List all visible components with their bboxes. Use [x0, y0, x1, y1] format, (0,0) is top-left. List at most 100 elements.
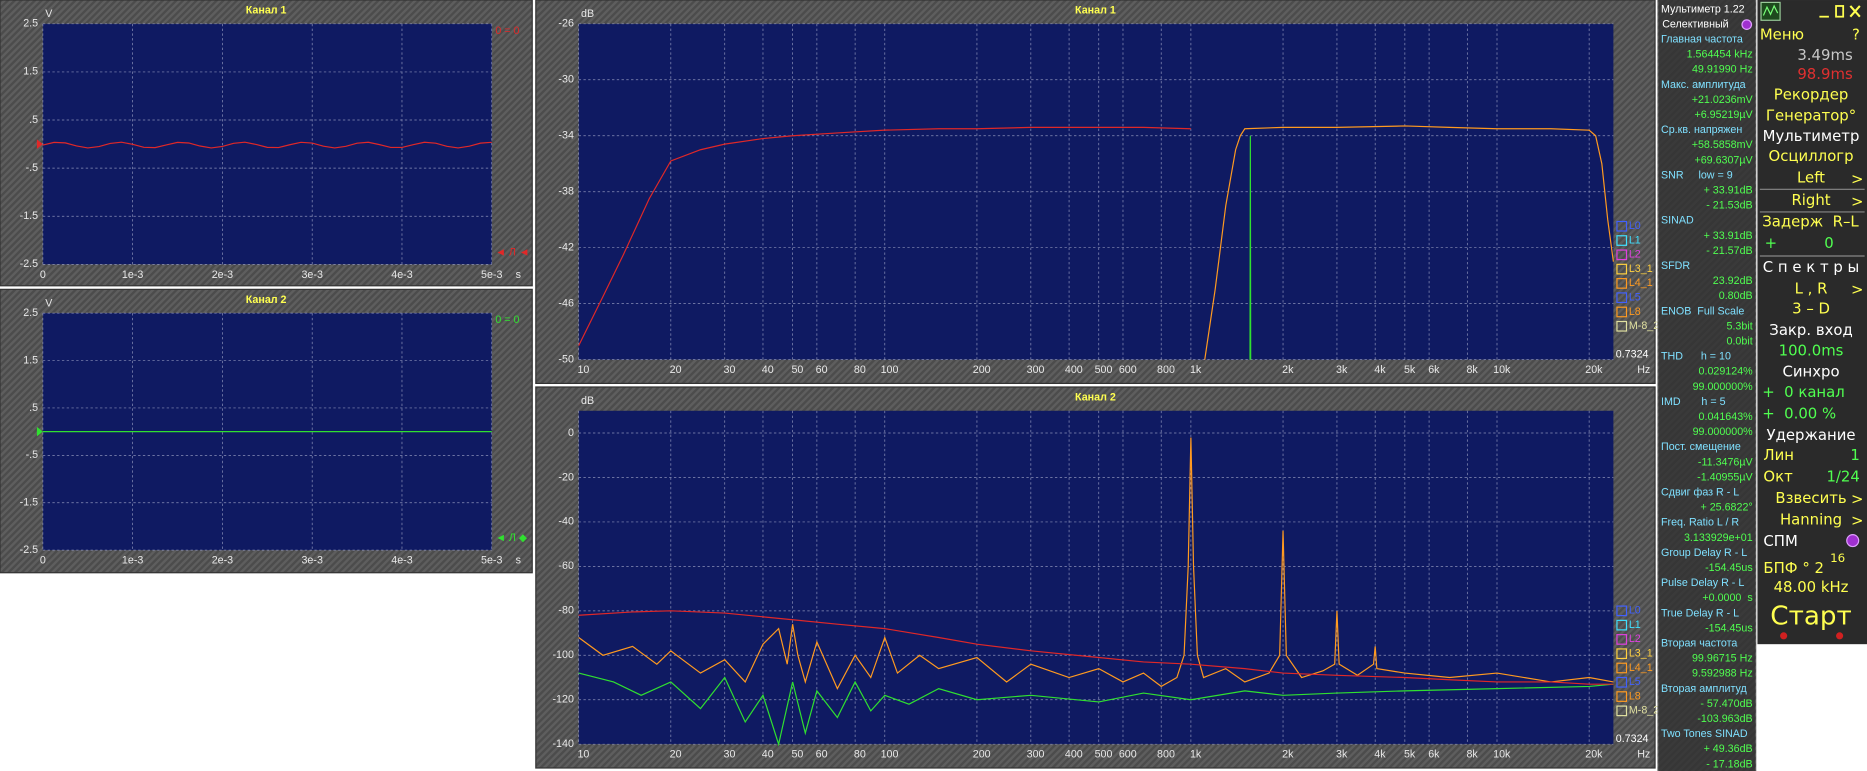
trace: [578, 126, 1191, 346]
menu-item[interactable]: Задерж R–L: [1762, 213, 1859, 231]
y-axis-label: dB: [581, 395, 594, 407]
x-tick-label: 10: [577, 364, 589, 376]
delay-value: 0: [1824, 234, 1833, 252]
menu-item[interactable]: Left: [1797, 169, 1825, 187]
menu-item[interactable]: Удержание: [1767, 426, 1856, 444]
y-tick-label: -.5: [26, 449, 39, 461]
menu-arrow[interactable]: >: [1851, 192, 1863, 210]
measure-value: -11.3476µV: [1698, 456, 1754, 468]
x-tick-label: 30: [724, 364, 736, 376]
sample-rate[interactable]: 48.00 kHz: [1774, 578, 1849, 596]
help-button[interactable]: ?: [1852, 26, 1860, 44]
menu-item[interactable]: Взвесить: [1775, 489, 1846, 507]
measure-value: 1.564454 kHz: [1687, 49, 1753, 61]
x-tick-label: 300: [1027, 749, 1045, 761]
x-tick-label: 500: [1095, 749, 1113, 761]
x-tick-label: 3k: [1336, 749, 1348, 761]
x-tick-label: 60: [816, 749, 828, 761]
x-tick-label: 3k: [1336, 364, 1348, 376]
legend-label: L0: [1629, 220, 1641, 232]
menu-arrow[interactable]: >: [1851, 281, 1863, 299]
y-tick-label: -140: [552, 738, 573, 750]
measure-value: 0.0bit: [1727, 336, 1753, 348]
trace: [42, 141, 492, 149]
measure-label: ENOB Full Scale: [1661, 305, 1744, 317]
menu-item[interactable]: Закр. вход: [1769, 321, 1853, 339]
x-tick-label: 20k: [1585, 749, 1603, 761]
legend-box: [1616, 619, 1628, 631]
trace: [1249, 135, 1252, 360]
trace: [1204, 125, 1614, 360]
x-tick-label: 1k: [1190, 749, 1202, 761]
menu-arrow[interactable]: >: [1851, 490, 1863, 508]
menu-item[interactable]: Мультиметр: [1763, 127, 1860, 145]
x-tick-label: 10k: [1493, 749, 1511, 761]
menu-item[interactable]: СПМ: [1763, 532, 1797, 550]
measure-label: SINAD: [1661, 215, 1694, 227]
y-axis-label: V: [45, 297, 53, 309]
x-tick-label: 30: [724, 749, 736, 761]
menu-item[interactable]: Hanning: [1780, 510, 1842, 528]
y-tick-label: -38: [558, 186, 574, 198]
resolution: 0.7324: [1616, 733, 1649, 745]
plot-area: [578, 23, 1614, 360]
measure-value: - 57.470dB: [1700, 698, 1752, 710]
x-tick-label: 800: [1157, 364, 1175, 376]
y-tick-label: -50: [558, 353, 574, 365]
x-tick-label: 1k: [1190, 364, 1202, 376]
menu-item[interactable]: L , R: [1795, 279, 1828, 297]
menu-panel: Меню ? 3.49ms 98.9ms Рекордер Генератор°…: [1757, 0, 1867, 645]
measure-value: 0.80dB: [1719, 290, 1753, 302]
y-tick-label: 1.5: [23, 66, 38, 78]
panel-title: Канал 1: [1075, 5, 1116, 17]
x-tick-label: 50: [791, 364, 803, 376]
menu-item[interactable]: С п е к т р ы: [1763, 258, 1859, 276]
app-icon[interactable]: [1760, 1, 1781, 21]
menu-item[interactable]: Right: [1791, 191, 1830, 209]
panel-title: Канал 1: [246, 5, 287, 17]
menu-item[interactable]: Генератор°: [1766, 107, 1856, 125]
maximize-button[interactable]: [1835, 5, 1845, 18]
x-tick-label: 200: [973, 364, 991, 376]
x-tick-label: 3e-3: [301, 269, 322, 281]
menu-title[interactable]: Меню: [1760, 26, 1804, 44]
channel-indicator: ◄ Л ◄: [495, 246, 529, 258]
psd-toggle[interactable]: [1846, 534, 1860, 548]
legend-box: [1616, 634, 1628, 645]
legend-box: [1616, 249, 1628, 261]
menu-arrow[interactable]: >: [1851, 512, 1863, 530]
multimeter-panel: Мультиметр 1.22 Селективный Главная частот…: [1657, 0, 1757, 771]
start-button[interactable]: Старт: [1770, 601, 1851, 631]
y-tick-label: -80: [558, 605, 574, 617]
y-axis-label: V: [45, 8, 53, 20]
y-tick-label: -34: [558, 130, 574, 142]
menu-item[interactable]: Рекордер: [1774, 85, 1849, 103]
legend-label: L8: [1629, 690, 1641, 702]
x-tick-label: 0: [40, 269, 46, 281]
menu-item[interactable]: Осциллогр: [1769, 147, 1854, 165]
x-tick-label: 80: [854, 364, 866, 376]
time-2: 98.9ms: [1797, 65, 1853, 83]
x-axis-label: s: [516, 269, 521, 281]
menu-item[interactable]: Окт: [1763, 467, 1793, 485]
measure-value: 49.91990 Hz: [1692, 64, 1753, 76]
y-tick-label: -2.5: [20, 258, 38, 270]
fft-size[interactable]: БПФ ° 2: [1763, 559, 1824, 577]
y-tick-label: -42: [558, 242, 574, 254]
legend-label: L3_1: [1629, 263, 1653, 275]
legend-label: L4_1: [1629, 277, 1653, 289]
menu-item[interactable]: Лин: [1763, 446, 1794, 464]
measure-value: 99.96715 Hz: [1692, 653, 1753, 665]
x-tick-label: 200: [973, 749, 991, 761]
panel-shade: [1658, 0, 1756, 771]
menu-item[interactable]: 3 – D: [1792, 300, 1830, 318]
measure-value: +58.5858mV: [1692, 139, 1754, 151]
measure-value: 9.592988 Hz: [1692, 668, 1753, 680]
y-tick-label: -.5: [26, 162, 39, 174]
menu-item[interactable]: Синхро: [1782, 363, 1839, 381]
x-axis-label: s: [516, 555, 521, 567]
measure-value: - 17.18dB: [1706, 758, 1752, 770]
menu-arrow[interactable]: >: [1851, 170, 1863, 188]
close-button[interactable]: [1849, 5, 1861, 18]
trace: [578, 672, 1614, 747]
